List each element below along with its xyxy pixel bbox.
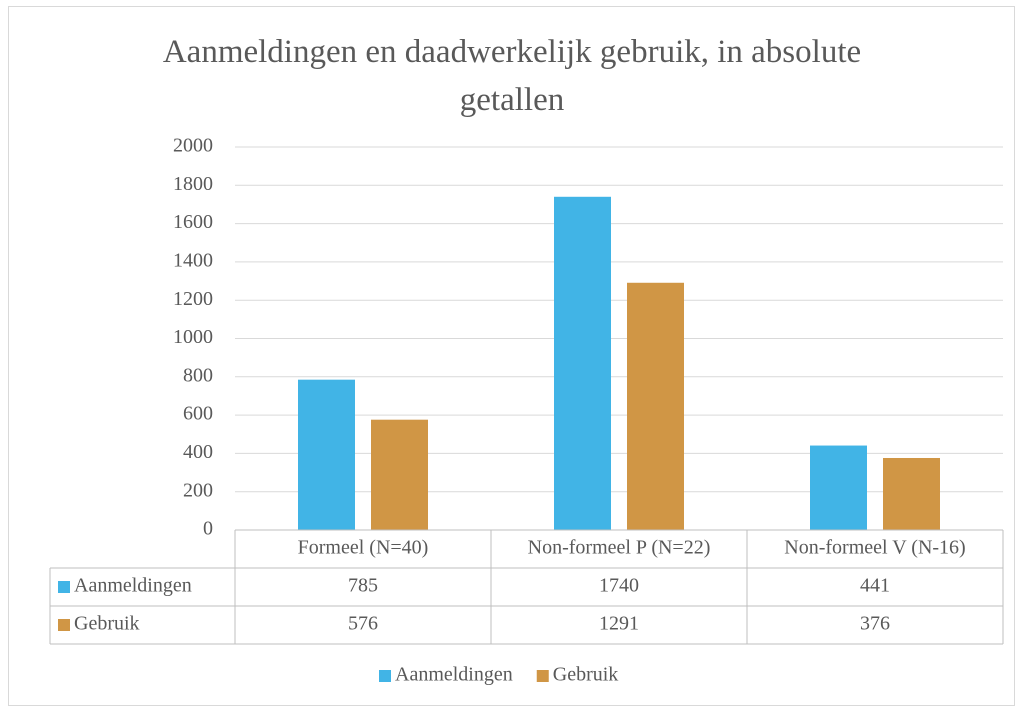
table-value: 785 xyxy=(348,575,378,597)
legend-key xyxy=(379,670,391,682)
y-tick-label: 1600 xyxy=(173,211,213,233)
y-tick-label: 0 xyxy=(203,518,213,540)
bar xyxy=(810,445,867,530)
y-tick-label: 600 xyxy=(183,403,213,425)
y-tick-label: 800 xyxy=(183,364,213,386)
legend-key xyxy=(536,670,549,682)
y-tick-label: 1000 xyxy=(173,326,213,348)
table-value: 376 xyxy=(860,613,890,635)
bar xyxy=(554,196,611,531)
legend-label: Aanmeldingen xyxy=(395,664,513,686)
chart-border xyxy=(8,6,1015,706)
chart-title: Aanmeldingen en daadwerkelijk gebruik, i… xyxy=(162,34,862,118)
bar xyxy=(627,282,684,530)
x-tick-label: Non-formeel V (N-16) xyxy=(784,537,965,559)
y-tick-label: 1400 xyxy=(173,249,213,271)
x-tick-label: Formeel (N=40) xyxy=(298,537,429,559)
x-tick-label: Non-formeel P (N=22) xyxy=(528,537,711,559)
table-legend-key xyxy=(58,581,70,593)
table-value: 441 xyxy=(860,575,890,597)
table-value: 1291 xyxy=(599,613,639,635)
y-tick-label: 400 xyxy=(183,441,213,463)
legend-label: Gebruik xyxy=(553,664,619,686)
bar xyxy=(298,379,355,530)
table-row-label: Gebruik xyxy=(74,613,140,635)
table-value: 1740 xyxy=(599,575,639,597)
y-tick-label: 1800 xyxy=(173,173,213,195)
table-row-label: Aanmeldingen xyxy=(74,575,192,597)
bar xyxy=(883,457,940,530)
y-tick-label: 1200 xyxy=(173,288,213,310)
table-legend-key xyxy=(58,619,70,631)
table-value: 576 xyxy=(348,613,378,635)
bar xyxy=(371,419,428,530)
y-tick-label: 2000 xyxy=(173,135,213,157)
y-tick-label: 200 xyxy=(183,479,213,501)
